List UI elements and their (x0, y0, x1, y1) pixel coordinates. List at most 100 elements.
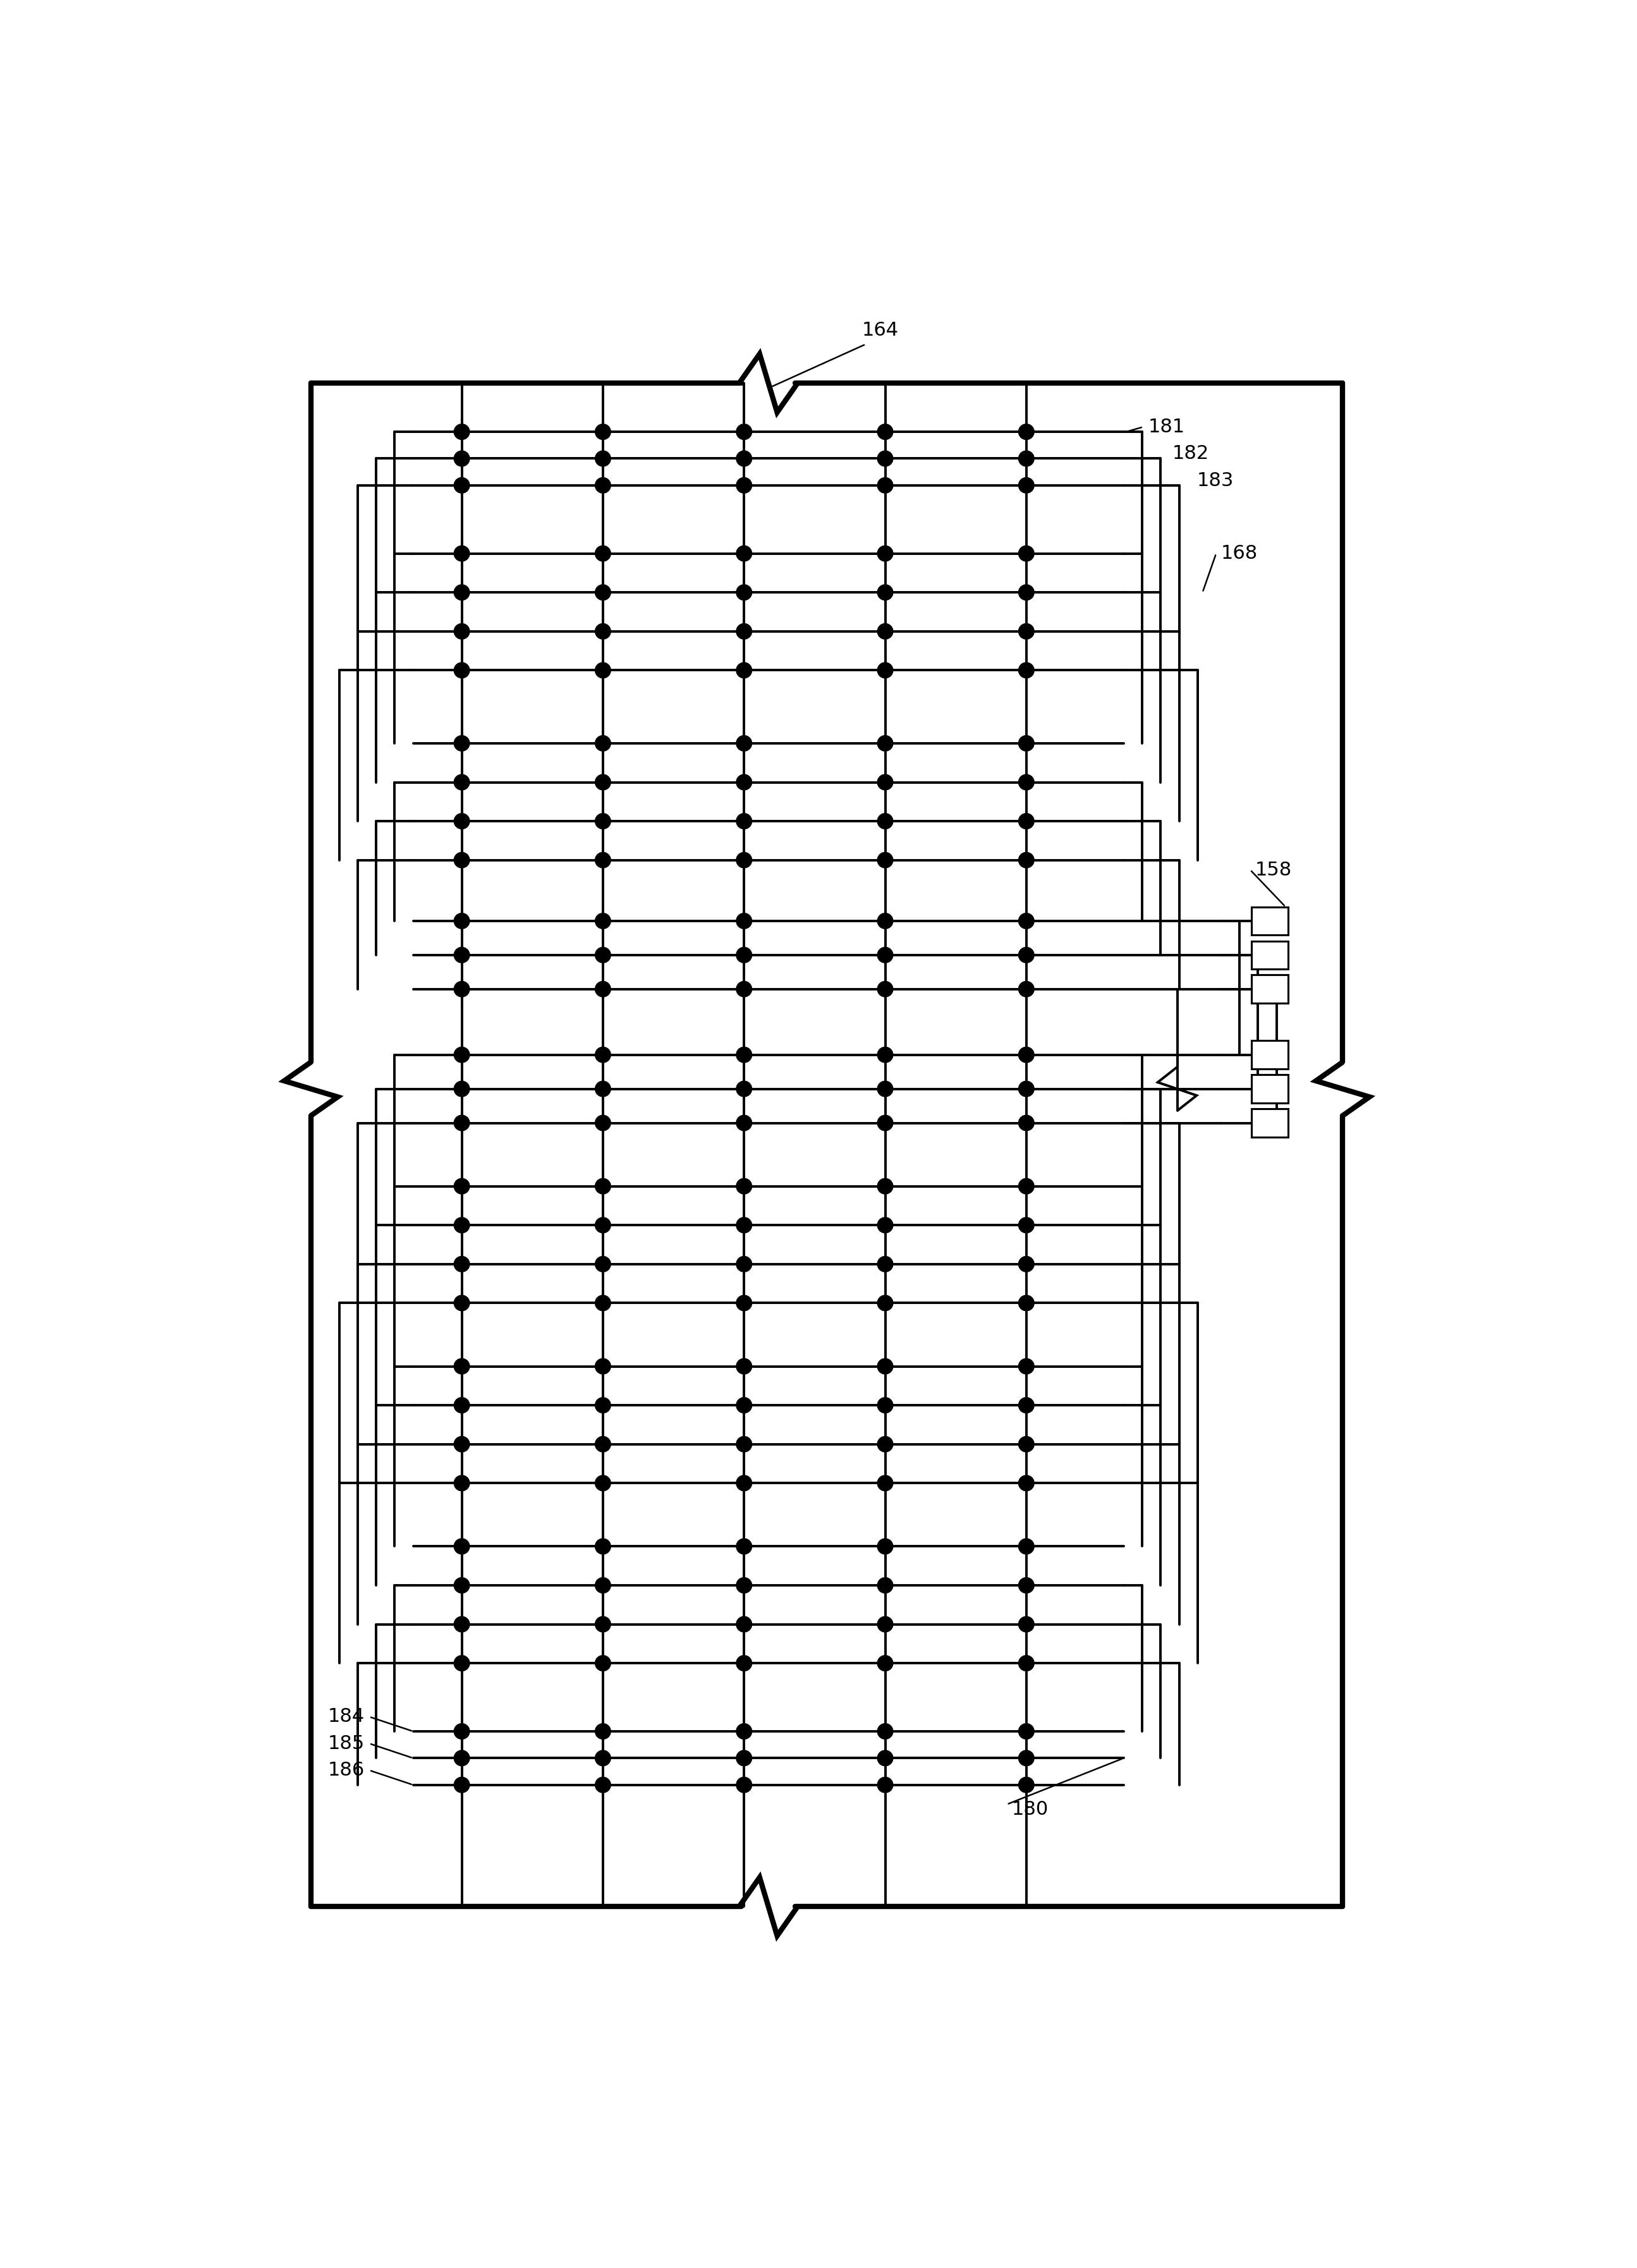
Circle shape (596, 424, 611, 440)
Circle shape (453, 853, 470, 869)
Text: 180: 180 (1012, 1801, 1049, 1819)
Bar (1251, 941, 1288, 968)
Circle shape (1018, 624, 1035, 640)
Circle shape (453, 1082, 470, 1098)
Circle shape (596, 853, 611, 869)
Circle shape (877, 1116, 894, 1132)
Circle shape (453, 1048, 470, 1064)
Circle shape (737, 547, 751, 560)
Circle shape (737, 424, 751, 440)
Circle shape (1018, 814, 1035, 830)
Circle shape (596, 585, 611, 601)
Circle shape (453, 1778, 470, 1792)
Circle shape (737, 1295, 751, 1311)
Circle shape (877, 1082, 894, 1098)
Text: 185: 185 (327, 1735, 365, 1753)
Circle shape (877, 547, 894, 560)
Circle shape (453, 1179, 470, 1193)
Bar (1251, 1075, 1288, 1102)
Circle shape (737, 914, 751, 930)
Circle shape (1018, 1048, 1035, 1064)
Circle shape (737, 1724, 751, 1740)
Circle shape (453, 1256, 470, 1272)
Circle shape (877, 624, 894, 640)
Circle shape (596, 982, 611, 998)
Circle shape (453, 814, 470, 830)
Circle shape (596, 547, 611, 560)
Text: 186: 186 (327, 1762, 365, 1780)
Circle shape (453, 662, 470, 678)
Circle shape (596, 773, 611, 789)
Circle shape (877, 1724, 894, 1740)
Circle shape (453, 1724, 470, 1740)
Circle shape (877, 1778, 894, 1792)
Circle shape (737, 1579, 751, 1592)
Circle shape (737, 1778, 751, 1792)
Circle shape (737, 1179, 751, 1193)
Circle shape (453, 547, 470, 560)
Circle shape (453, 735, 470, 751)
Circle shape (737, 1116, 751, 1132)
Circle shape (737, 479, 751, 492)
Circle shape (1018, 451, 1035, 467)
Text: 168: 168 (1221, 544, 1257, 562)
Text: 181: 181 (1148, 417, 1185, 435)
Circle shape (596, 1397, 611, 1413)
Circle shape (877, 662, 894, 678)
Circle shape (596, 814, 611, 830)
Circle shape (737, 735, 751, 751)
Circle shape (596, 662, 611, 678)
Circle shape (596, 1656, 611, 1672)
Circle shape (737, 814, 751, 830)
Circle shape (596, 1436, 611, 1452)
Circle shape (877, 853, 894, 869)
Circle shape (1018, 773, 1035, 789)
Bar (1251, 1109, 1288, 1136)
Circle shape (1018, 1724, 1035, 1740)
Circle shape (877, 1179, 894, 1193)
Circle shape (877, 1359, 894, 1374)
Circle shape (596, 1082, 611, 1098)
Circle shape (737, 1359, 751, 1374)
Circle shape (1018, 914, 1035, 930)
Circle shape (596, 1116, 611, 1132)
Circle shape (453, 451, 470, 467)
Circle shape (1018, 1218, 1035, 1234)
Circle shape (453, 1656, 470, 1672)
Circle shape (737, 1218, 751, 1234)
Circle shape (596, 948, 611, 964)
Circle shape (453, 1295, 470, 1311)
Text: 184: 184 (327, 1708, 365, 1726)
Circle shape (453, 624, 470, 640)
Circle shape (737, 982, 751, 998)
Circle shape (453, 1538, 470, 1554)
Circle shape (737, 662, 751, 678)
Circle shape (1018, 1082, 1035, 1098)
Circle shape (1018, 662, 1035, 678)
Circle shape (1018, 853, 1035, 869)
Circle shape (596, 1724, 611, 1740)
Circle shape (1018, 1179, 1035, 1193)
Circle shape (737, 1436, 751, 1452)
Circle shape (596, 1179, 611, 1193)
Bar (1251, 907, 1288, 934)
Circle shape (1018, 1397, 1035, 1413)
Circle shape (737, 1048, 751, 1064)
Circle shape (596, 1256, 611, 1272)
Circle shape (453, 424, 470, 440)
Circle shape (1018, 1538, 1035, 1554)
Circle shape (737, 1476, 751, 1490)
Circle shape (453, 1218, 470, 1234)
Circle shape (453, 585, 470, 601)
Circle shape (1018, 1295, 1035, 1311)
Circle shape (877, 451, 894, 467)
Circle shape (596, 914, 611, 930)
Circle shape (453, 982, 470, 998)
Circle shape (596, 1218, 611, 1234)
Circle shape (596, 624, 611, 640)
Circle shape (596, 735, 611, 751)
Circle shape (453, 1397, 470, 1413)
Circle shape (737, 1617, 751, 1633)
Circle shape (877, 814, 894, 830)
Circle shape (1018, 948, 1035, 964)
